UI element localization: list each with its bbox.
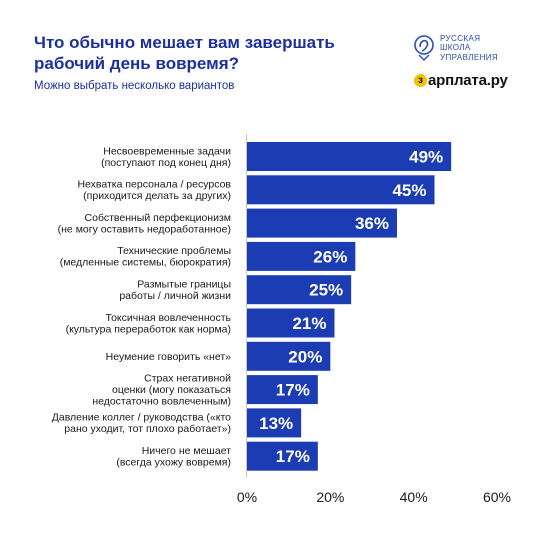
category-label-line: Страх негативной — [144, 373, 231, 385]
data-label: 21% — [292, 314, 326, 333]
data-label: 17% — [276, 381, 310, 400]
category-label-line: Собственный перфекционизм — [85, 212, 231, 224]
bar — [247, 275, 352, 305]
category-label-line: недостаточно вовлеченным) — [92, 396, 231, 408]
category-label: Размытые границы работы / личной жизни — [119, 278, 231, 302]
category-label-line: Несвоевременные задачи — [103, 145, 231, 157]
category-label: Несвоевременные задачи (поступают под кон… — [101, 145, 231, 169]
zarplata-coin-icon: з — [414, 74, 427, 87]
bar — [247, 408, 302, 438]
school-emblem-icon — [414, 35, 434, 61]
school-logo-line: РУССКАЯ — [440, 33, 481, 43]
category-label-line: Токсичная вовлеченность — [105, 312, 231, 324]
data-label: 25% — [309, 281, 343, 300]
data-label: 45% — [392, 181, 426, 200]
category-label: Нехватка персонала / ресурсов (приходится… — [77, 179, 231, 203]
data-label: 17% — [276, 447, 310, 466]
chart-subtitle: Можно выбрать несколько вариантов — [34, 80, 235, 92]
x-tick-label: 60% — [483, 489, 511, 505]
category-label: Ничего не мешает (всегда ухожу вовремя) — [116, 445, 231, 469]
bar — [247, 441, 318, 471]
zarplata-logo: з арплата.ру — [414, 72, 508, 89]
data-label: 49% — [409, 148, 443, 167]
category-label-line: Нехватка персонала / ресурсов — [77, 179, 231, 191]
category-label-line: (всегда ухожу вовремя) — [116, 456, 231, 468]
category-label-line: работы / личной жизни — [119, 290, 231, 302]
bar — [247, 375, 318, 405]
category-label-line: оценки (могу показаться — [112, 384, 231, 396]
category-label: Токсичная вовлеченность (культура перераб… — [66, 312, 232, 336]
category-label: Собственный перфекционизм (не могу остави… — [58, 212, 231, 236]
school-logo: РУССКАЯ ШКОЛА УПРАВЛЕНИЯ — [413, 33, 498, 63]
category-label: Технические проблемы (медленные системы, … — [60, 245, 231, 269]
bar — [247, 142, 452, 171]
category-label-line: Технические проблемы — [117, 245, 231, 257]
school-logo-line: ШКОЛА — [440, 43, 471, 53]
bar — [247, 241, 356, 271]
category-label-line: (поступают под конец дня) — [101, 157, 231, 169]
category-label-line: (культура переработок как норма) — [66, 323, 231, 335]
category-label-line: Ничего не мешает — [142, 445, 231, 457]
bar — [247, 308, 335, 338]
category-label-line: Неумение говорить «нет» — [106, 351, 231, 363]
school-logo-line: УПРАВЛЕНИЯ — [440, 52, 499, 62]
category-label-line: (медленные системы, бюрократия) — [60, 257, 231, 269]
x-tick-label: 0% — [237, 489, 257, 505]
category-label: Неумение говорить «нет» — [106, 351, 231, 363]
bar — [247, 208, 397, 238]
category-label-line: Давление коллег / руководства («кто — [52, 412, 231, 424]
category-label-line: рано уходит, тот плохо работает») — [64, 423, 231, 435]
data-label: 20% — [288, 347, 322, 366]
category-label-line: (приходится делать за других) — [83, 190, 231, 202]
school-logo-text: РУССКАЯ ШКОЛА УПРАВЛЕНИЯ — [440, 34, 498, 63]
data-label: 36% — [355, 214, 389, 233]
zarplata-logo-text: арплата.ру — [428, 72, 508, 89]
bar — [247, 175, 435, 205]
category-label-line: Размытые границы — [137, 278, 231, 290]
chart-title: Что обычно мешает вам завершать рабочий … — [34, 33, 335, 73]
category-label: Страх негативной оценки (могу показаться н… — [92, 373, 231, 408]
x-tick-label: 20% — [316, 489, 344, 505]
category-label: Давление коллег / руководства («кто рано … — [52, 412, 231, 436]
data-label: 13% — [259, 414, 293, 433]
category-label-line: (не могу оставить недоработанное) — [58, 223, 231, 235]
data-label: 26% — [313, 247, 347, 266]
bar — [247, 341, 331, 371]
x-tick-label: 40% — [400, 489, 428, 505]
